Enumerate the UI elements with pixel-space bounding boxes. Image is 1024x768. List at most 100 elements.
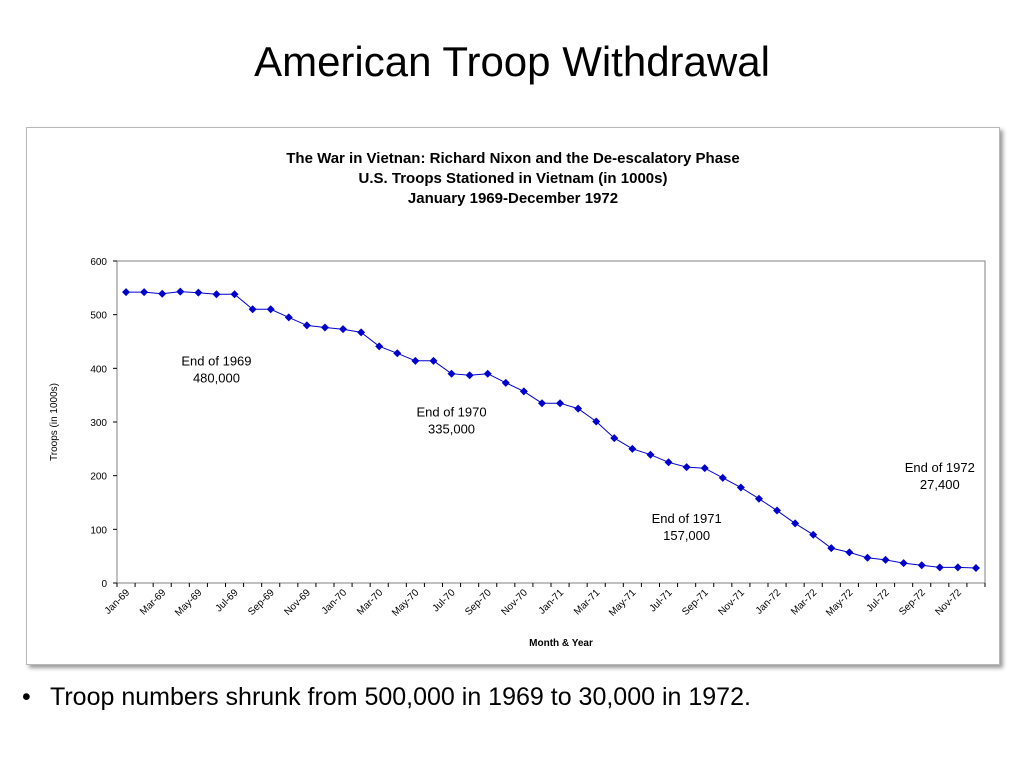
data-point-marker — [230, 290, 239, 299]
series-line — [126, 291, 977, 569]
data-point-marker — [917, 561, 926, 570]
data-point-marker — [393, 349, 402, 358]
data-point-marker — [266, 305, 275, 314]
x-tick-label: Jul-72 — [865, 587, 892, 614]
annotation-text: End of 1970 — [416, 405, 486, 420]
y-tick-label: 400 — [90, 364, 107, 375]
data-point-marker — [140, 288, 149, 297]
data-point-marker — [339, 325, 348, 334]
data-point-marker — [791, 519, 800, 528]
x-tick-label: Nov-72 — [933, 587, 964, 618]
data-point-marker — [176, 287, 185, 296]
x-axis-label: Month & Year — [529, 638, 593, 649]
x-tick-label: Jul-70 — [431, 587, 458, 614]
data-point-marker — [122, 288, 131, 297]
x-tick-label: Mar-69 — [138, 587, 168, 617]
data-point-marker — [845, 548, 854, 557]
data-point-marker — [556, 399, 565, 408]
data-point-marker — [411, 356, 420, 365]
data-point-marker — [501, 378, 510, 387]
chart-panel: The War in Vietnan: Richard Nixon and th… — [26, 127, 1000, 665]
y-tick-label: 0 — [101, 579, 107, 590]
x-tick-label: Sep-71 — [680, 587, 711, 618]
annotation-text: 335,000 — [428, 422, 475, 437]
x-tick-label: Sep-69 — [246, 587, 277, 618]
data-point-marker — [284, 313, 293, 322]
data-point-marker — [628, 444, 637, 453]
data-point-marker — [953, 563, 962, 572]
y-tick-label: 300 — [90, 418, 107, 429]
data-point-marker — [827, 544, 836, 553]
slide-title: American Troop Withdrawal — [254, 38, 770, 85]
bullet-point: • Troop numbers shrunk from 500,000 in 19… — [22, 683, 751, 712]
annotation-text: 27,400 — [920, 477, 960, 492]
data-point-marker — [646, 450, 655, 459]
data-point-marker — [375, 342, 384, 351]
x-tick-label: May-72 — [824, 587, 856, 619]
troop-line-chart: The War in Vietnan: Richard Nixon and th… — [49, 150, 986, 649]
y-axis-label: Troops (in 1000s) — [49, 383, 60, 461]
y-tick-label: 600 — [90, 257, 107, 268]
data-point-marker — [718, 473, 727, 482]
data-point-marker — [483, 369, 492, 378]
x-tick-label: Nov-71 — [716, 587, 747, 618]
x-tick-label: Mar-71 — [572, 587, 602, 617]
y-tick-label: 200 — [90, 472, 107, 483]
chart-title-line: U.S. Troops Stationed in Vietnam (in 100… — [359, 170, 668, 187]
data-point-marker — [320, 323, 329, 332]
x-tick-label: Sep-72 — [897, 587, 928, 618]
data-point-marker — [682, 463, 691, 472]
bullet-marker: • — [22, 683, 31, 711]
x-tick-label: Sep-70 — [463, 587, 494, 618]
annotation-text: 480,000 — [193, 371, 240, 386]
data-point-marker — [212, 290, 221, 299]
x-tick-label: Jul-71 — [648, 587, 675, 614]
data-point-marker — [809, 530, 818, 539]
data-point-marker — [971, 563, 980, 572]
data-point-marker — [700, 464, 709, 473]
data-point-marker — [592, 417, 601, 426]
data-point-marker — [881, 555, 890, 564]
bullet-text: Troop numbers shrunk from 500,000 in 196… — [50, 683, 751, 711]
annotation-text: End of 1971 — [652, 511, 722, 526]
data-point-marker — [357, 328, 366, 337]
data-point-marker — [447, 369, 456, 378]
chart-title-line: The War in Vietnan: Richard Nixon and th… — [286, 150, 739, 167]
x-tick-label: May-70 — [390, 587, 422, 619]
data-point-marker — [537, 399, 546, 408]
x-tick-label: Jul-69 — [214, 587, 241, 614]
x-tick-label: Nov-70 — [499, 587, 530, 618]
annotation-text: 157,000 — [663, 528, 710, 543]
x-tick-label: Nov-69 — [282, 587, 313, 618]
x-tick-label: Mar-72 — [789, 587, 819, 617]
data-point-marker — [158, 289, 167, 298]
data-point-marker — [574, 404, 583, 413]
data-point-marker — [302, 321, 311, 330]
x-tick-label: Jan-72 — [754, 587, 784, 617]
annotation-text: End of 1969 — [181, 354, 251, 369]
data-point-marker — [899, 559, 908, 568]
data-point-marker — [429, 356, 438, 365]
chart-title-line: January 1969-December 1972 — [408, 190, 618, 207]
x-tick-label: May-71 — [607, 587, 639, 619]
data-point-marker — [754, 494, 763, 503]
data-point-marker — [194, 288, 203, 297]
data-point-marker — [610, 434, 619, 443]
data-point-marker — [863, 553, 872, 562]
x-tick-label: Jan-69 — [103, 587, 133, 617]
y-tick-label: 100 — [90, 525, 107, 536]
data-point-marker — [248, 305, 257, 314]
x-tick-label: Jan-70 — [320, 587, 350, 617]
data-point-marker — [519, 387, 528, 396]
annotation-text: End of 1972 — [905, 460, 975, 475]
data-point-marker — [773, 506, 782, 515]
data-point-marker — [736, 483, 745, 492]
data-point-marker — [935, 563, 944, 572]
data-point-marker — [664, 458, 673, 467]
x-tick-label: Jan-71 — [537, 587, 567, 617]
x-tick-label: Mar-70 — [355, 587, 385, 617]
x-tick-label: May-69 — [173, 587, 205, 619]
data-point-marker — [465, 371, 474, 380]
plot-area-border — [116, 260, 986, 584]
y-tick-label: 500 — [90, 311, 107, 322]
